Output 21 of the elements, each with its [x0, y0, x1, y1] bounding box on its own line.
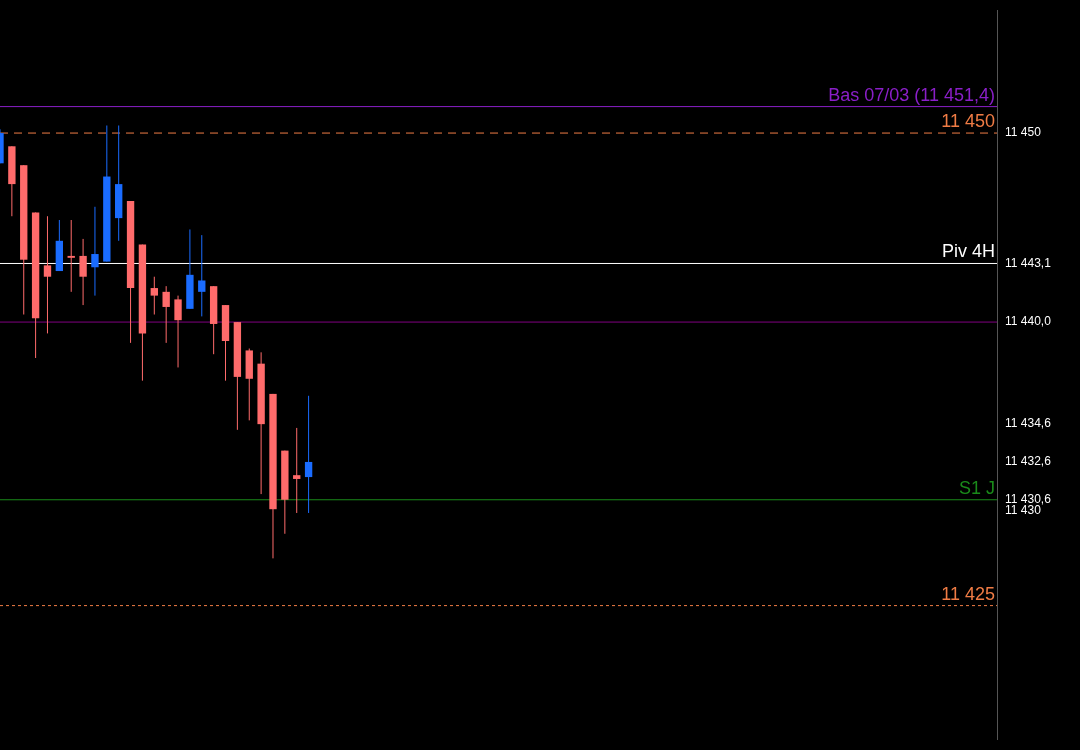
candlestick — [174, 295, 182, 368]
candlestick — [304, 395, 313, 514]
ref-line-label: Piv 4H — [941, 241, 995, 262]
y-tick-label: 11 440,0 — [1005, 314, 1052, 329]
y-tick-label: 11 443,1 — [1005, 255, 1052, 270]
ref-line-label: S1 J — [958, 477, 995, 498]
candlestick — [150, 276, 158, 316]
y-tick-label: 11 450 — [1005, 125, 1042, 140]
candlestick — [67, 219, 75, 293]
candlestick — [91, 206, 99, 297]
candlestick — [162, 285, 170, 344]
y-tick-label: 11 430 — [1005, 503, 1042, 518]
ref-line-label: 11 425 — [941, 583, 995, 604]
ref-line-label: Bas 07/03 (11 451,4) — [828, 84, 995, 105]
candlestick — [198, 234, 206, 317]
ref-line-label: 11 450 — [941, 111, 995, 132]
candlestick — [43, 215, 52, 334]
y-tick-label: 11 434,6 — [1005, 416, 1052, 431]
candlestick — [293, 427, 301, 514]
candlestick — [79, 238, 87, 306]
y-tick-label: 11 432,6 — [1005, 454, 1052, 469]
